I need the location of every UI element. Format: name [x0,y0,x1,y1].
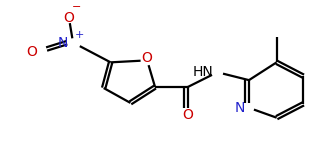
Text: O: O [182,108,193,122]
Text: O: O [142,51,153,65]
Text: O: O [27,45,37,59]
Text: N: N [58,36,68,50]
Text: −: − [72,2,82,12]
Text: +: + [74,30,84,40]
Text: N: N [235,101,245,115]
Text: O: O [64,11,74,25]
Text: HN: HN [193,65,213,79]
